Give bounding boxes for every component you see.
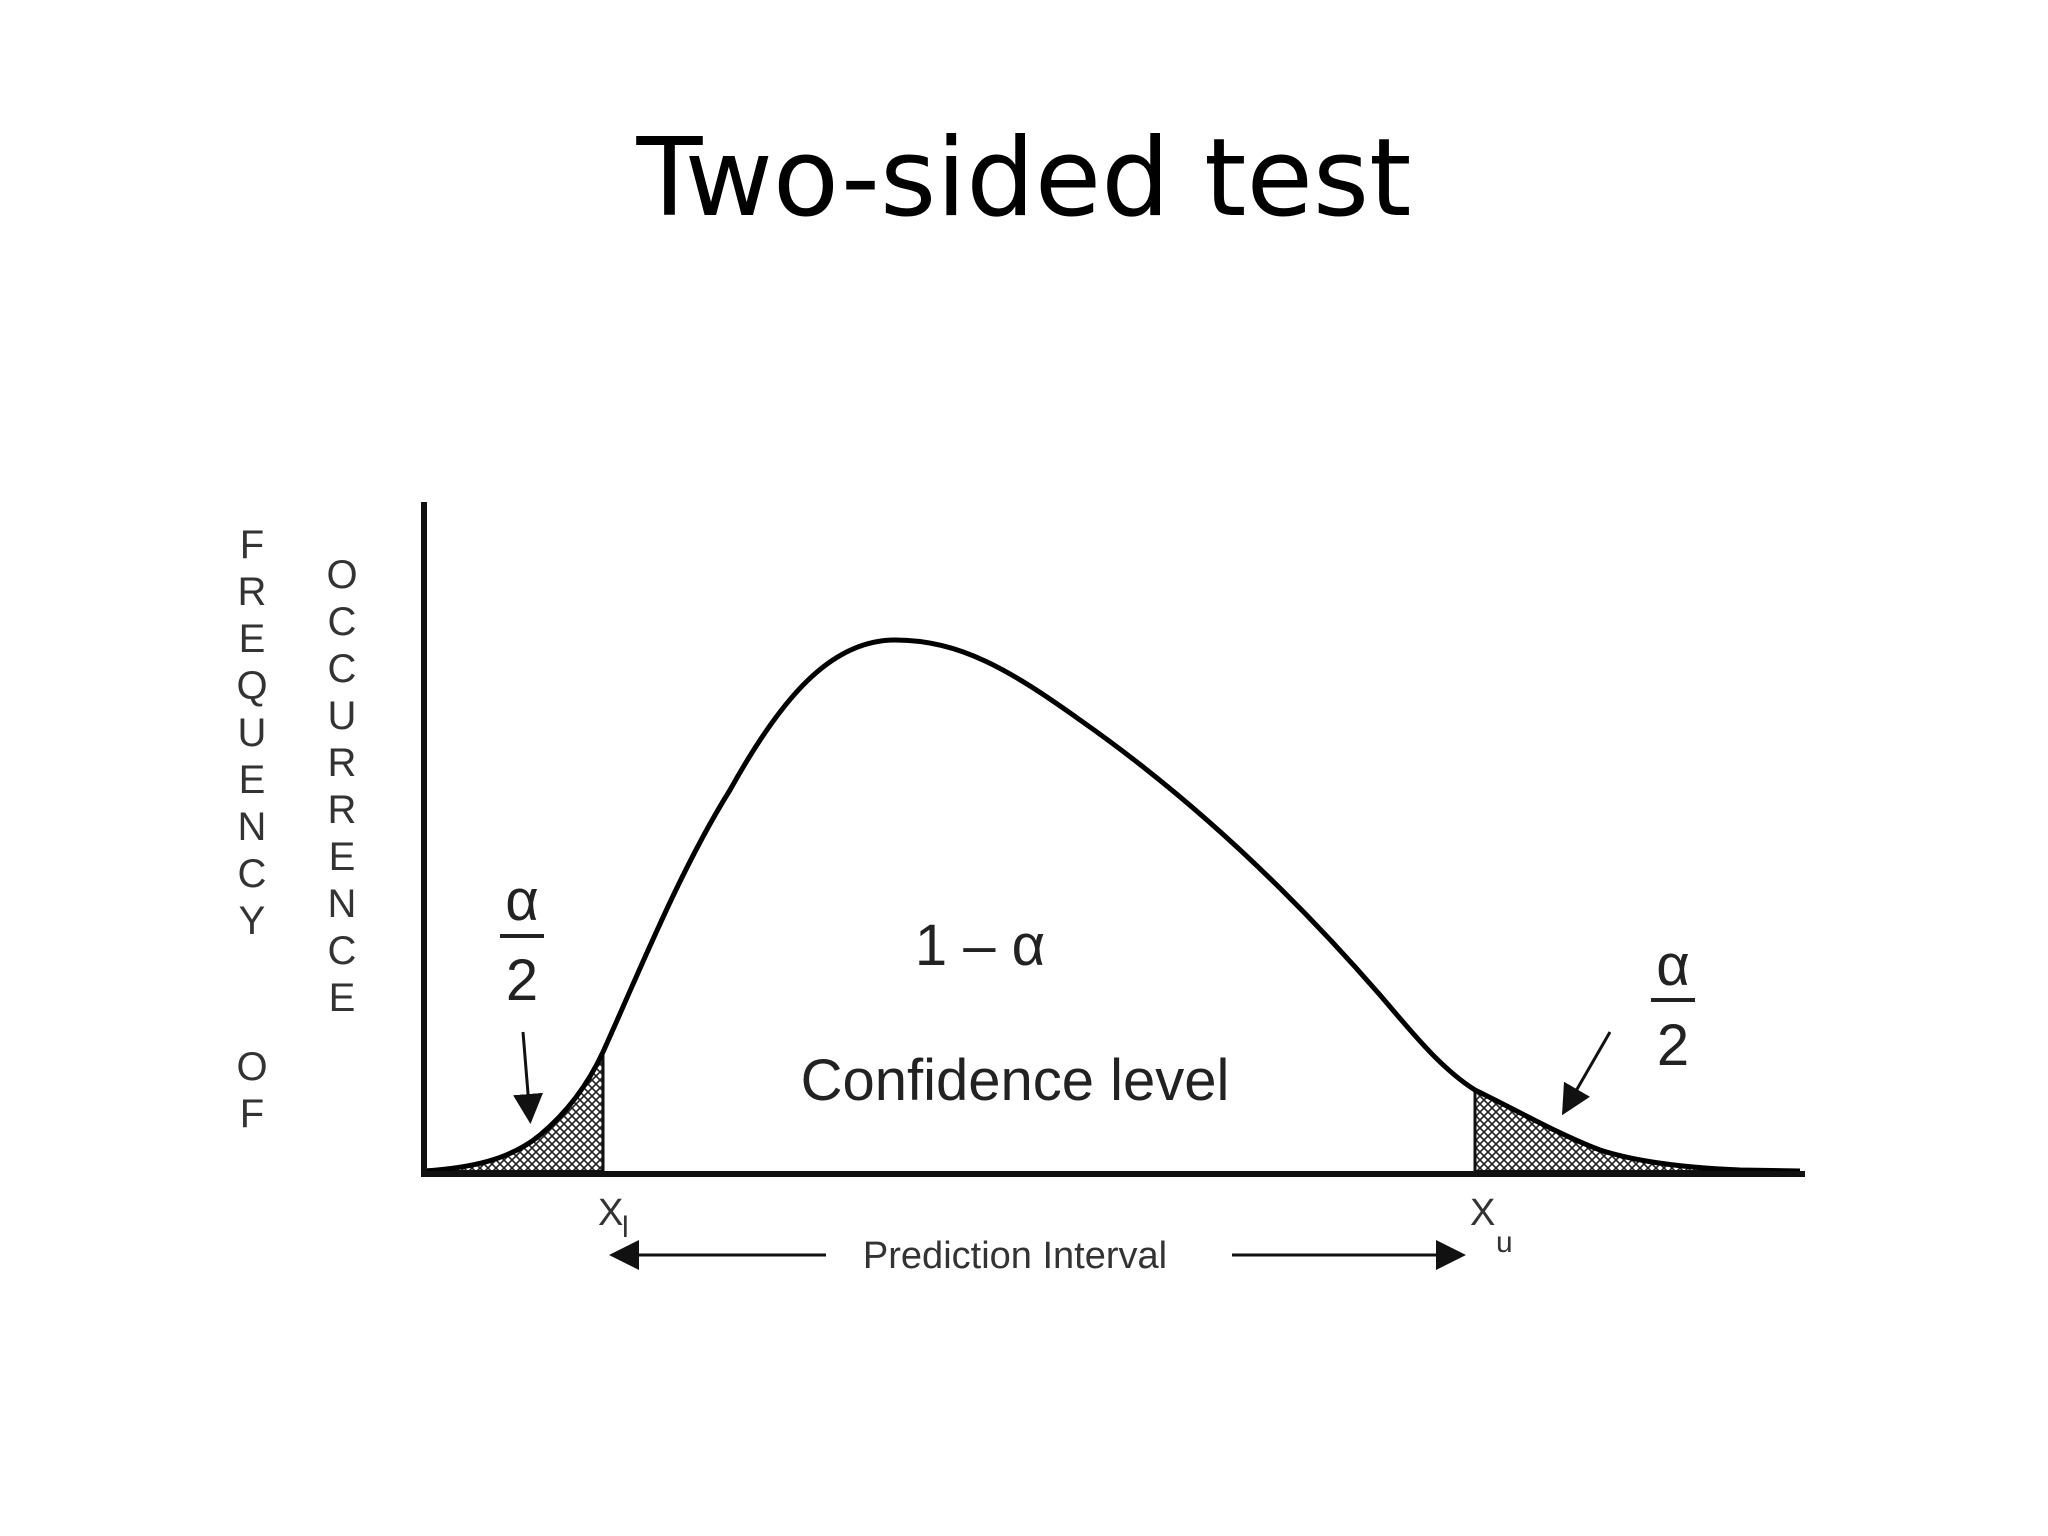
vlabel-char: R xyxy=(328,741,357,785)
upper-bound-subscript: u xyxy=(1496,1226,1513,1259)
vlabel-char: U xyxy=(328,694,357,738)
slide-title: Two-sided test xyxy=(636,116,1412,241)
vlabel-char: R xyxy=(238,570,267,614)
confidence-coefficient-label: 1 – α xyxy=(915,913,1045,978)
vlabel-char: E xyxy=(239,758,266,802)
prediction-interval-label: Prediction Interval xyxy=(863,1235,1167,1277)
lower-bound-label: X l xyxy=(598,1192,629,1244)
right-tail-alpha-fraction: α 2 xyxy=(1651,933,1695,1078)
lower-bound-subscript: l xyxy=(622,1211,629,1244)
vlabel-char: R xyxy=(328,788,357,832)
y-axis-label-occurrence: O C C U R R E N C E xyxy=(326,553,357,1020)
vlabel-char: F xyxy=(240,1092,264,1136)
vlabel-char: F xyxy=(240,523,264,567)
y-axis-label-frequency-of: F R E Q U E N C Y O F xyxy=(236,523,267,1136)
lower-bound-x: X xyxy=(598,1192,623,1234)
vlabel-char: C xyxy=(328,647,357,691)
vlabel-char: C xyxy=(328,929,357,973)
upper-bound-x: X xyxy=(1470,1192,1495,1234)
vlabel-char: O xyxy=(326,553,357,597)
vlabel-char: E xyxy=(329,835,356,879)
vlabel-char: Y xyxy=(239,899,266,943)
vlabel-char: C xyxy=(328,600,357,644)
vlabel-char: N xyxy=(238,805,267,849)
confidence-level-label: Confidence level xyxy=(801,1048,1230,1113)
vlabel-char: C xyxy=(238,852,267,896)
left-tail-arrow xyxy=(513,1031,544,1124)
distribution-curve xyxy=(423,637,1801,1174)
left-tail-denominator: 2 xyxy=(506,948,538,1013)
vlabel-char: U xyxy=(238,711,267,755)
vlabel-char: E xyxy=(329,976,356,1020)
vlabel-char: E xyxy=(239,617,266,661)
right-tail-arrow xyxy=(1562,1031,1612,1116)
vlabel-char: Q xyxy=(236,664,267,708)
vlabel-char: N xyxy=(328,882,357,926)
right-tail-numerator: α xyxy=(1656,933,1690,998)
left-tail-alpha-fraction: α 2 xyxy=(500,868,544,1013)
left-tail-numerator: α xyxy=(505,868,539,933)
right-tail-denominator: 2 xyxy=(1657,1013,1689,1078)
vlabel-char: O xyxy=(236,1045,267,1089)
upper-bound-label: X u xyxy=(1470,1192,1513,1259)
